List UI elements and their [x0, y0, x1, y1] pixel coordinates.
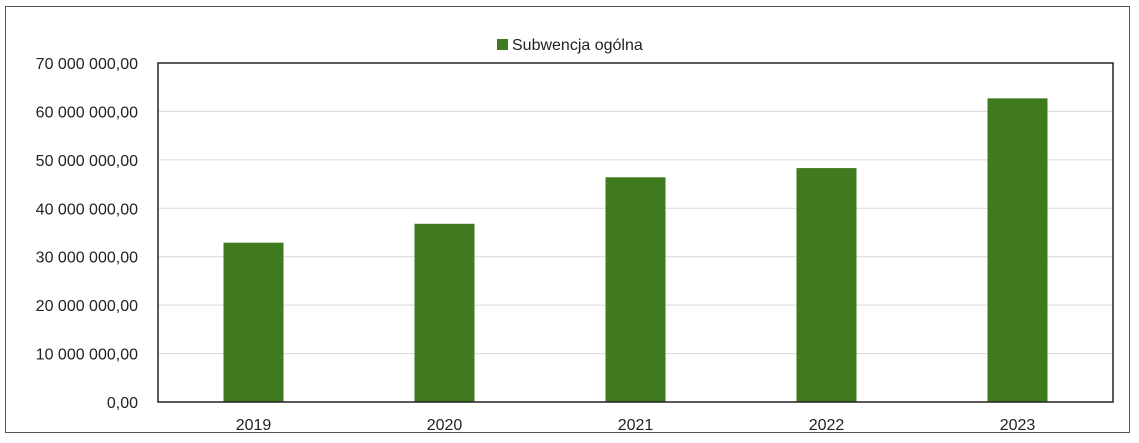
- y-tick-label: 20 000 000,00: [36, 298, 138, 315]
- x-tick-label: 2021: [618, 417, 654, 434]
- bar: [223, 242, 284, 402]
- y-tick-label: 50 000 000,00: [36, 153, 138, 170]
- legend-swatch: [497, 39, 508, 50]
- bars: [223, 98, 1048, 403]
- y-tick-label: 70 000 000,00: [36, 56, 138, 73]
- chart-legend: Subwencja ogólna: [497, 37, 643, 54]
- bar: [987, 98, 1048, 403]
- y-tick-label: 10 000 000,00: [36, 347, 138, 364]
- gridlines: [158, 110, 1113, 355]
- x-tick-label: 2022: [809, 417, 845, 434]
- chart-frame: [5, 6, 1130, 433]
- x-tick-label: 2019: [236, 417, 272, 434]
- plot-area-border: [157, 62, 1114, 403]
- bar: [605, 177, 666, 402]
- y-tick-label: 60 000 000,00: [36, 104, 138, 121]
- x-tick-label: 2020: [427, 417, 463, 434]
- x-axis-ticks: 2019 2020 2021 2022 2023: [236, 417, 1036, 434]
- legend-label: Subwencja ogólna: [512, 37, 643, 54]
- bar: [796, 168, 857, 402]
- x-tick-label: 2023: [1000, 417, 1036, 434]
- y-tick-label: 0,00: [107, 395, 138, 412]
- bar: [414, 223, 475, 402]
- y-axis-ticks: 0,00 10 000 000,00 20 000 000,00 30 000 000…: [36, 56, 138, 412]
- y-tick-label: 40 000 000,00: [36, 201, 138, 218]
- y-tick-label: 30 000 000,00: [36, 250, 138, 267]
